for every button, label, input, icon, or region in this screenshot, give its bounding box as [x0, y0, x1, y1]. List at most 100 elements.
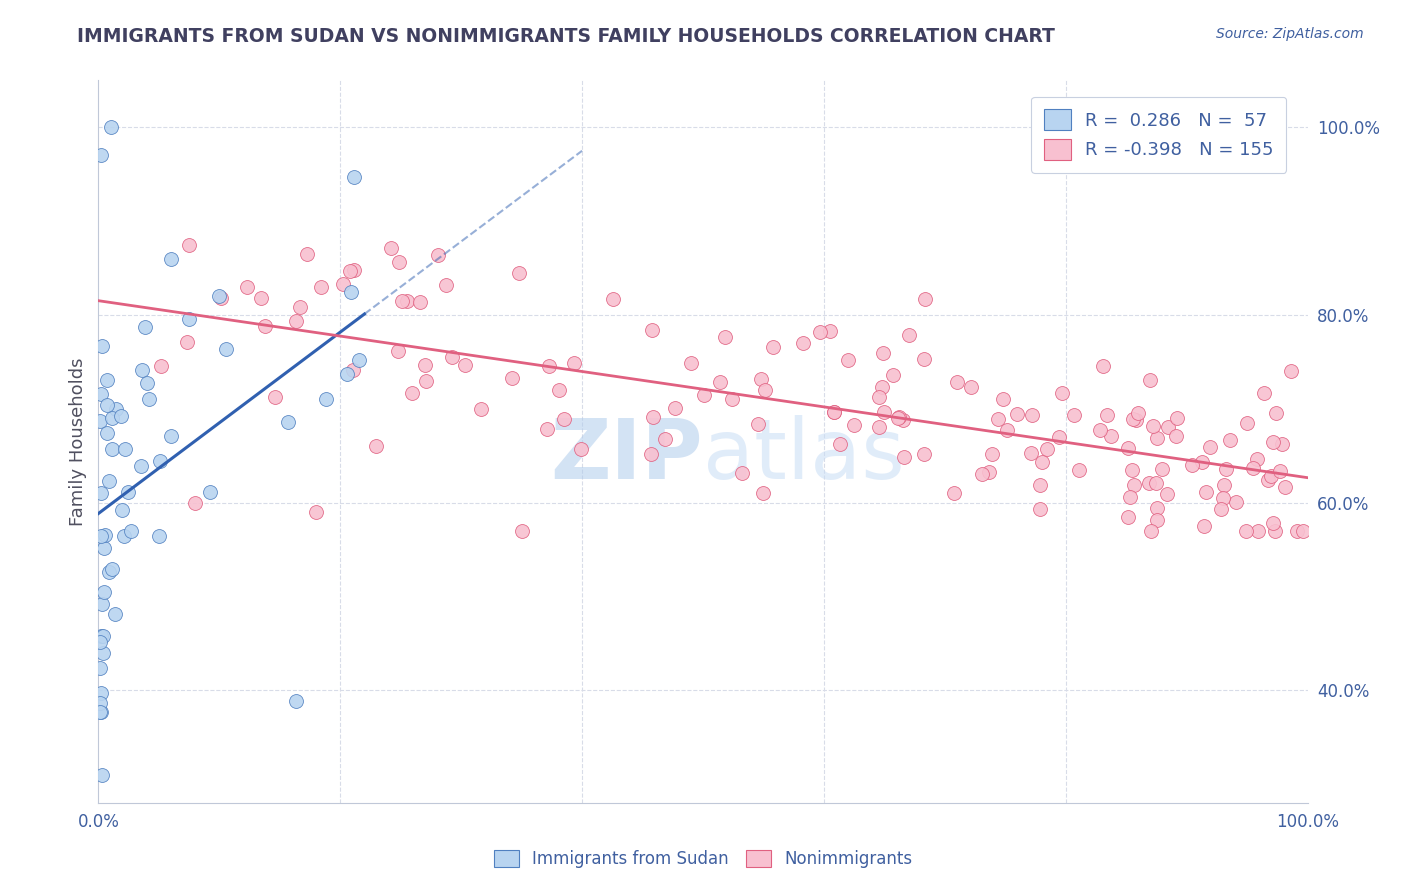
Point	[946, 376, 969, 390]
Point	[887, 410, 910, 425]
Point	[762, 340, 785, 354]
Point	[993, 392, 1015, 406]
Point	[1116, 510, 1139, 524]
Point	[110, 409, 132, 424]
Point	[1146, 431, 1168, 445]
Point	[1271, 437, 1294, 451]
Point	[1264, 524, 1286, 538]
Point	[1063, 408, 1085, 422]
Point	[1036, 442, 1059, 457]
Point	[1090, 423, 1112, 437]
Point	[1139, 475, 1161, 490]
Point	[1091, 359, 1114, 373]
Point	[714, 329, 737, 343]
Point	[1261, 434, 1284, 449]
Point	[1050, 385, 1073, 400]
Point	[1166, 411, 1188, 425]
Point	[285, 694, 308, 708]
Point	[1211, 502, 1233, 516]
Point	[987, 411, 1010, 425]
Text: Source: ZipAtlas.com: Source: ZipAtlas.com	[1216, 27, 1364, 41]
Point	[349, 352, 371, 367]
Point	[336, 367, 359, 381]
Point	[131, 363, 153, 377]
Point	[401, 386, 423, 401]
Point	[1047, 430, 1070, 444]
Point	[1279, 363, 1302, 377]
Point	[97, 475, 120, 489]
Text: ZIP: ZIP	[551, 416, 703, 497]
Point	[692, 388, 714, 402]
Point	[870, 380, 893, 394]
Point	[387, 344, 409, 359]
Point	[1164, 429, 1187, 443]
Point	[89, 705, 111, 719]
Point	[93, 647, 115, 661]
Point	[120, 524, 142, 538]
Point	[1274, 480, 1296, 494]
Point	[823, 405, 845, 419]
Point	[1119, 490, 1142, 504]
Point	[343, 169, 366, 184]
Point	[315, 392, 337, 406]
Point	[179, 238, 201, 252]
Point	[553, 412, 575, 426]
Point	[602, 292, 624, 306]
Point	[970, 467, 993, 482]
Point	[1139, 524, 1161, 538]
Point	[105, 401, 128, 416]
Point	[89, 696, 111, 710]
Point	[93, 584, 115, 599]
Point	[1213, 477, 1236, 491]
Point	[1241, 460, 1264, 475]
Point	[1146, 500, 1168, 515]
Y-axis label: Family Households: Family Households	[69, 358, 87, 525]
Point	[131, 458, 153, 473]
Point	[882, 368, 904, 382]
Point	[641, 322, 664, 336]
Point	[792, 336, 814, 351]
Point	[640, 447, 662, 461]
Point	[897, 327, 920, 342]
Point	[440, 350, 463, 364]
Point	[236, 279, 259, 293]
Point	[1292, 524, 1315, 538]
Point	[249, 291, 271, 305]
Point	[872, 345, 894, 359]
Point	[679, 356, 702, 370]
Point	[100, 120, 122, 135]
Point	[94, 528, 117, 542]
Point	[1125, 413, 1147, 427]
Point	[891, 413, 914, 427]
Point	[1031, 455, 1053, 469]
Point	[285, 314, 308, 328]
Point	[1150, 461, 1173, 475]
Point	[470, 402, 492, 417]
Point	[1181, 458, 1204, 472]
Point	[1215, 462, 1237, 476]
Point	[1191, 454, 1213, 468]
Point	[893, 450, 915, 464]
Point	[1121, 463, 1143, 477]
Point	[1067, 463, 1090, 477]
Point	[654, 432, 676, 446]
Point	[96, 426, 118, 441]
Point	[562, 356, 585, 370]
Point	[942, 486, 965, 500]
Point	[264, 390, 287, 404]
Point	[89, 635, 111, 649]
Point	[415, 375, 437, 389]
Point	[101, 562, 124, 576]
Point	[508, 266, 530, 280]
Point	[1234, 524, 1257, 538]
Point	[426, 248, 449, 262]
Point	[830, 437, 852, 451]
Point	[254, 319, 277, 334]
Point	[1029, 477, 1052, 491]
Point	[501, 371, 523, 385]
Point	[1195, 485, 1218, 500]
Point	[731, 467, 754, 481]
Point	[1219, 433, 1241, 447]
Point	[1156, 487, 1178, 501]
Point	[89, 660, 111, 674]
